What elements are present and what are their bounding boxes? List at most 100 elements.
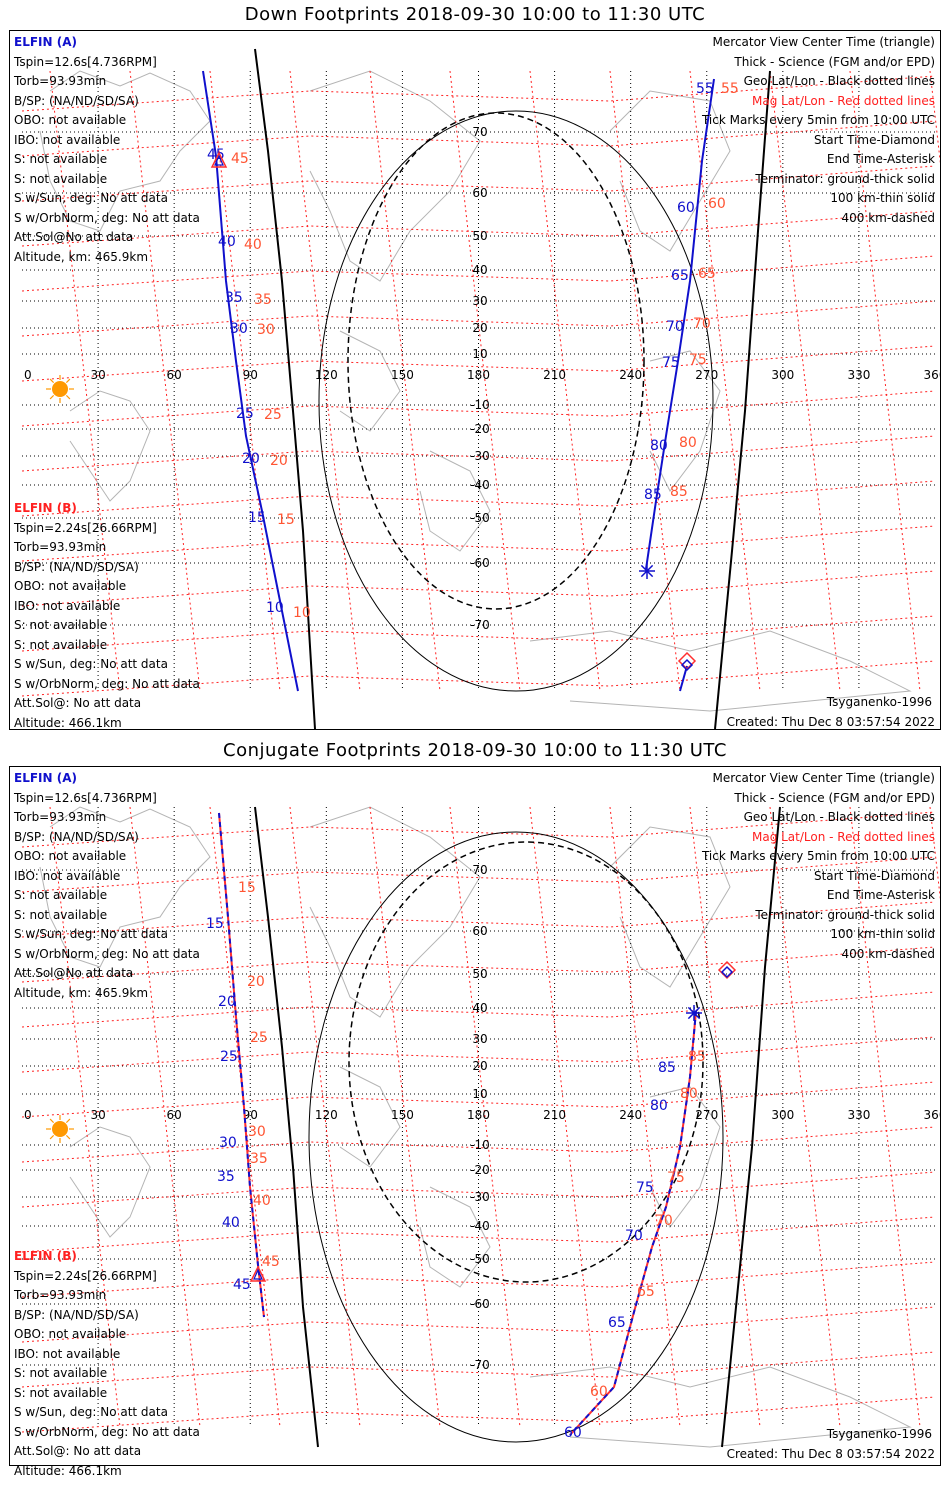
elfin-a-track-east xyxy=(645,78,715,570)
elfin-a-info-panel-1: ELFIN (A) Tspin=12.6s[4.736RPM] Torb=93.… xyxy=(14,33,200,267)
track-b-mag-tick-label: 65 xyxy=(637,1284,655,1300)
elfin-b-s1: S: not available xyxy=(14,618,108,632)
terminator-line xyxy=(254,48,316,729)
mag-meridian xyxy=(129,806,201,1428)
elfin-a-bsp: B/SP: (NA/ND/SD/SA) xyxy=(14,93,139,108)
elfin-b-bsp: B/SP: (NA/ND/SD/SA) xyxy=(14,559,139,574)
panel-2-title: Conjugate Footprints 2018-09-30 10:00 to… xyxy=(223,740,727,761)
coastline xyxy=(649,1086,721,1228)
track-a-mag-tick-label: 40 xyxy=(244,237,262,253)
elfin-a-track xyxy=(202,70,299,692)
elfin-b-attsol: Att.Sol@: No att data xyxy=(14,696,142,710)
coastline xyxy=(339,1066,401,1168)
legend-panel-1: Mercator View Center Time (triangle) Thi… xyxy=(702,33,935,228)
longitude-label: 90 xyxy=(243,368,258,382)
latitude-label: 10 xyxy=(472,1087,487,1101)
longitude-label: 270 xyxy=(695,368,718,382)
track-b-mag-tick-label: 80 xyxy=(680,1086,698,1102)
mag-meridian xyxy=(289,70,361,692)
elfin-b-obo: OBO: not available xyxy=(14,579,127,593)
track-b-mag-tick-label: 55 xyxy=(721,81,739,97)
sun-ray xyxy=(49,378,55,384)
track-a-tick-label: 30 xyxy=(230,321,248,337)
mag-parallel xyxy=(21,946,936,983)
mag-parallel xyxy=(21,991,936,1028)
track-a-mag-tick-label: 15 xyxy=(238,880,256,896)
mag-parallel xyxy=(21,480,936,517)
center-time-triangle-inner xyxy=(253,1268,263,1280)
coastline xyxy=(39,806,211,968)
mag-parallel xyxy=(21,210,936,247)
track-a-tick-label: 40 xyxy=(218,234,236,250)
legend-panel-2: Mercator View Center Time (triangle) Thi… xyxy=(702,769,935,964)
center-time-triangle xyxy=(249,1265,267,1282)
track-a-mag-tick-label: 25 xyxy=(250,1030,268,1046)
mag-parallel xyxy=(21,1171,936,1208)
track-a-tick-label: 35 xyxy=(217,1169,235,1185)
mag-meridian xyxy=(849,70,921,692)
track-a-mag-tick-label: 35 xyxy=(250,1151,268,1167)
elfin-b-sun: S w/Sun, deg: No att data xyxy=(14,657,168,671)
mag-meridian xyxy=(769,806,841,1428)
mag-meridian xyxy=(449,806,521,1428)
panel-1-title: Down Footprints 2018-09-30 10:00 to 11:3… xyxy=(244,4,706,25)
sun-ray xyxy=(65,394,71,400)
terminator-100km xyxy=(308,831,724,1443)
elfin-b-altitude: Altitude: 466.1km xyxy=(14,715,122,730)
latitude-label: 50 xyxy=(472,229,487,243)
track-b-tick-label: 75 xyxy=(636,1180,654,1196)
latitude-label: 70 xyxy=(472,125,487,139)
elfin-a-torb: Torb=93.93min xyxy=(14,74,107,88)
longitude-label: 180 xyxy=(467,1108,490,1122)
start-time-diamond xyxy=(720,965,734,979)
mag-parallel xyxy=(21,811,936,848)
elfin-a-s2: S: not available xyxy=(14,171,108,186)
sun-ray xyxy=(49,394,55,400)
longitude-label: 330 xyxy=(847,1108,870,1122)
elfin-track-tail xyxy=(679,665,688,692)
longitude-label: 360 xyxy=(924,368,940,382)
latitude-label: -70 xyxy=(470,618,490,632)
longitude-label: 270 xyxy=(695,1108,718,1122)
track-a-mag-tick-label: 35 xyxy=(254,292,272,308)
legend-mag: Mag Lat/Lon - Red dotted lines xyxy=(751,93,935,108)
track-b-tick-label: 60 xyxy=(677,200,695,216)
legend-start: Start Time-Diamond xyxy=(813,868,935,883)
elfin-a-orbnorm: S w/OrbNorm, deg: No att data xyxy=(14,946,200,961)
legend-center-time: Mercator View Center Time (triangle) xyxy=(712,35,935,49)
terminator-400km xyxy=(348,841,704,1283)
longitude-label: 360 xyxy=(924,1108,940,1122)
legend-ticks: Tick Marks every 5min from 10:00 UTC xyxy=(701,113,935,127)
track-a-tick-label: 40 xyxy=(222,1215,240,1231)
track-b-mag-tick-label: 70 xyxy=(693,316,711,332)
mag-meridian xyxy=(529,806,601,1428)
coastline xyxy=(309,806,481,1018)
elfin-a-attsol: Att.Sol@No att data xyxy=(14,966,134,980)
legend-100km: 100 km-thin solid xyxy=(830,927,935,941)
mag-meridian xyxy=(209,70,281,692)
latitude-label: -60 xyxy=(470,1297,490,1311)
created-label: Created: Thu Dec 8 03:57:54 2022 xyxy=(726,1447,935,1461)
mag-parallel xyxy=(21,75,936,112)
sun-ray xyxy=(65,1118,71,1124)
latitude-label: 40 xyxy=(472,263,487,277)
mag-meridian xyxy=(49,806,121,1428)
longitude-label: 300 xyxy=(771,1108,794,1122)
mag-parallel xyxy=(21,1081,936,1118)
coastline xyxy=(419,450,491,552)
latitude-label: -40 xyxy=(470,1219,490,1233)
latitude-label: -60 xyxy=(470,556,490,570)
coastline xyxy=(69,1126,151,1238)
latitude-label: -50 xyxy=(470,1252,490,1266)
latitude-label: 50 xyxy=(472,967,487,981)
track-b-tick-label: 80 xyxy=(650,438,668,454)
elfin-b-torb: Torb=93.93min xyxy=(14,540,107,554)
elfin-b-info-panel-1: ELFIN (B) Tspin=2.24s[26.66RPM] Torb=93.… xyxy=(14,499,200,733)
latitude-label: -40 xyxy=(470,478,490,492)
sun-ray xyxy=(65,1134,71,1140)
longitude-label: 120 xyxy=(315,1108,338,1122)
mag-parallel xyxy=(21,570,936,607)
mag-parallel xyxy=(21,435,936,472)
legend-ticks: Tick Marks every 5min from 10:00 UTC xyxy=(701,849,935,863)
track-b-tick-label: 70 xyxy=(666,319,684,335)
